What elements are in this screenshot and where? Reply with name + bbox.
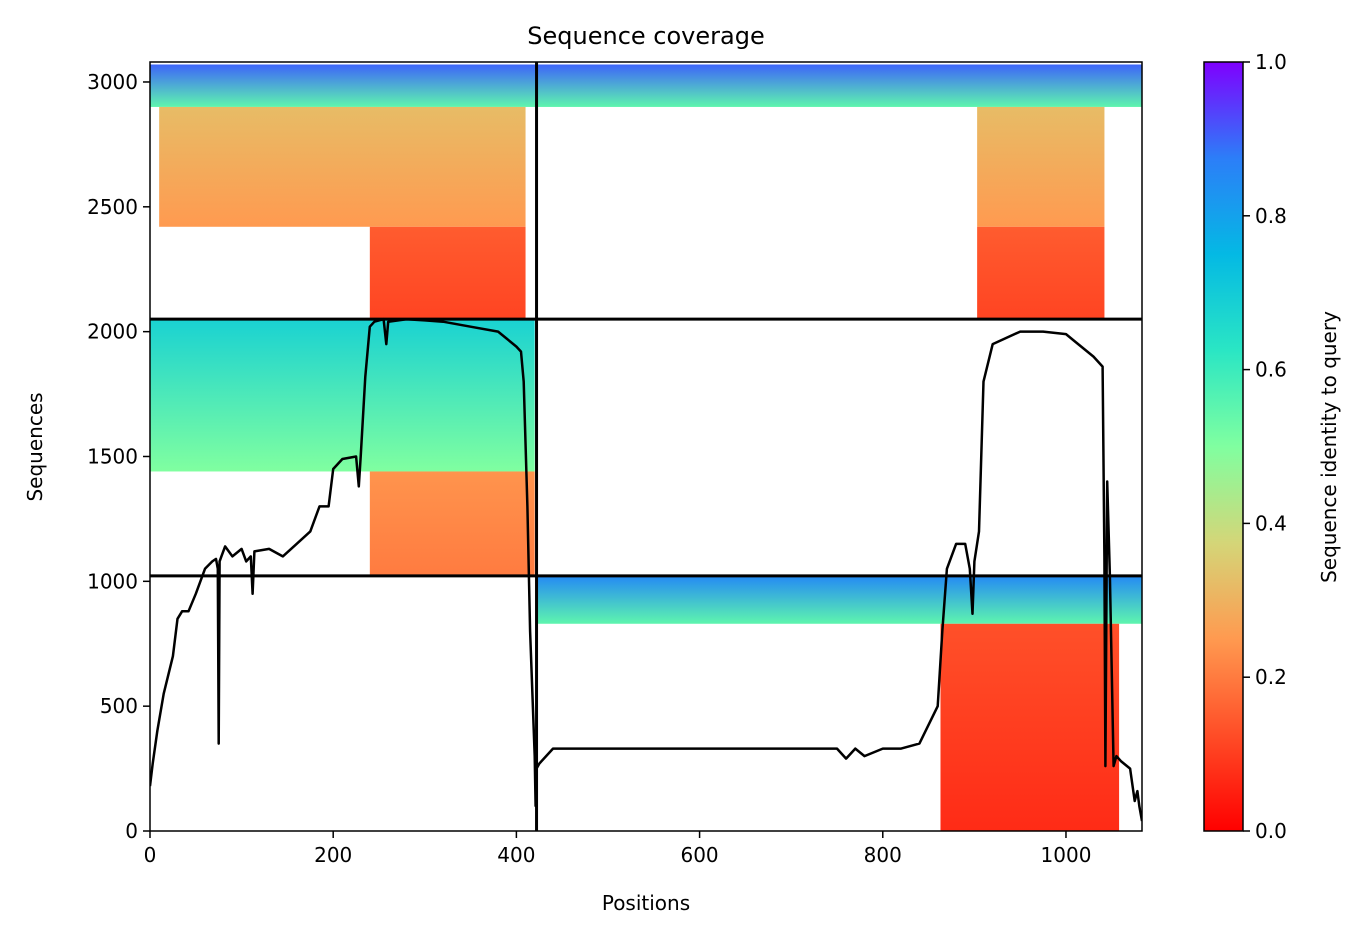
coverage-block bbox=[977, 106, 1105, 227]
y-tick-label: 1000 bbox=[87, 569, 138, 593]
coverage-block bbox=[369, 471, 535, 576]
plot-frame bbox=[149, 61, 1143, 832]
x-tick-label: 400 bbox=[497, 843, 535, 867]
colorbar-tick-label: 0.6 bbox=[1255, 358, 1287, 382]
y-axis-label: Sequences bbox=[23, 392, 47, 501]
colorbar-tick-label: 0.2 bbox=[1255, 665, 1287, 689]
colorbar-axis: 0.0 0.2 0.4 0.6 0.8 1.0 bbox=[1243, 50, 1287, 843]
colorbar-label: Sequence identity to query bbox=[1317, 311, 1341, 583]
x-tick-label: 200 bbox=[314, 843, 352, 867]
chart-title: Sequence coverage bbox=[527, 22, 764, 50]
y-tick-label: 2500 bbox=[87, 195, 138, 219]
y-tick-label: 0 bbox=[125, 819, 138, 843]
coverage-block bbox=[150, 319, 535, 472]
x-tick-label: 1000 bbox=[1041, 843, 1092, 867]
x-tick-label: 600 bbox=[680, 843, 718, 867]
coverage-blocks bbox=[150, 64, 1142, 831]
colorbar-tick-label: 0.4 bbox=[1255, 511, 1287, 535]
chain-boundaries bbox=[150, 62, 1142, 831]
coverage-block bbox=[940, 623, 1120, 831]
y-axis: 0 500 1000 1500 2000 2500 3000 bbox=[87, 70, 150, 843]
colorbar bbox=[1203, 61, 1244, 832]
coverage-block bbox=[536, 64, 1142, 107]
y-tick-label: 3000 bbox=[87, 70, 138, 94]
colorbar-tick-label: 0.0 bbox=[1255, 819, 1287, 843]
y-tick-label: 500 bbox=[100, 694, 138, 718]
coverage-block bbox=[369, 226, 526, 320]
x-tick-label: 800 bbox=[864, 843, 902, 867]
coverage-block bbox=[150, 64, 537, 107]
x-axis-label: Positions bbox=[602, 891, 690, 915]
x-tick-label: 0 bbox=[144, 843, 157, 867]
coverage-line bbox=[150, 317, 1142, 822]
plot-area bbox=[150, 62, 1142, 831]
y-tick-label: 2000 bbox=[87, 320, 138, 344]
coverage-block bbox=[977, 226, 1105, 320]
colorbar-tick-label: 1.0 bbox=[1255, 50, 1287, 74]
x-axis: 0 200 400 600 800 1000 bbox=[144, 831, 1092, 867]
colorbar-tick-label: 0.8 bbox=[1255, 204, 1287, 228]
coverage-block bbox=[536, 575, 1142, 624]
y-tick-label: 1500 bbox=[87, 444, 138, 468]
coverage-block bbox=[159, 106, 526, 227]
